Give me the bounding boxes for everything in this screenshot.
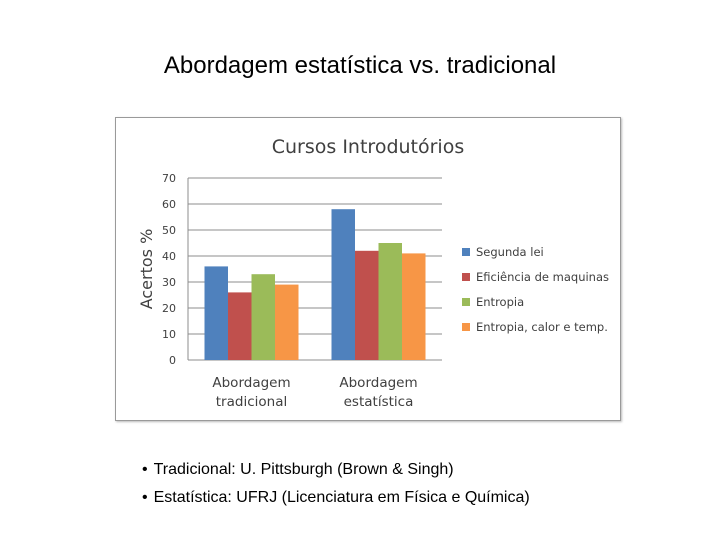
bar <box>251 274 275 360</box>
bullet-text: Estatística: UFRJ (Licenciatura em Físic… <box>153 489 530 506</box>
bar <box>204 266 228 360</box>
bullet-item: • Estatística: UFRJ (Licenciatura em Físi… <box>142 484 530 512</box>
bar <box>275 284 299 360</box>
chart-title: Cursos Introdutórios <box>272 136 465 158</box>
y-axis-label: Acertos % <box>137 229 156 310</box>
legend-swatch <box>462 323 470 331</box>
x-tick-label: Abordagem <box>339 375 417 391</box>
bullet-list: • Tradicional: U. Pittsburgh (Brown & Sin… <box>142 456 530 512</box>
y-tick-label: 20 <box>162 302 176 315</box>
y-tick-label: 70 <box>162 172 176 185</box>
bullet-icon: • <box>142 461 148 478</box>
x-tick-label: tradicional <box>216 394 287 410</box>
x-tick-label: estatística <box>344 394 414 410</box>
y-tick-label: 40 <box>162 250 176 263</box>
bar-chart: Cursos Introdutórios 0 10 20 30 40 50 60 70 Acert… <box>137 136 609 410</box>
bar <box>331 209 355 360</box>
bar <box>355 250 379 360</box>
legend-label: Entropia <box>476 295 524 309</box>
bar <box>402 253 426 360</box>
bullet-item: • Tradicional: U. Pittsburgh (Brown & Sin… <box>142 456 530 484</box>
legend-label: Segunda lei <box>476 245 544 259</box>
x-tick-label: Abordagem <box>212 375 290 391</box>
legend-swatch <box>462 248 470 256</box>
legend-swatch <box>462 298 470 306</box>
legend-swatch <box>462 273 470 281</box>
y-tick-label: 50 <box>162 224 176 237</box>
bullet-icon: • <box>142 489 148 506</box>
chart-frame: Cursos Introdutórios 0 10 20 30 40 50 60 70 Acert… <box>115 117 621 421</box>
legend-label: Eficiência de maquinas <box>476 270 609 284</box>
bar <box>378 243 402 360</box>
y-tick-label: 0 <box>169 354 176 367</box>
slide-title: Abordagem estatística vs. tradicional <box>163 52 557 79</box>
bullet-text: Tradicional: U. Pittsburgh (Brown & Sing… <box>153 461 454 478</box>
y-tick-label: 10 <box>162 328 176 341</box>
y-tick-label: 60 <box>162 198 176 211</box>
legend-label: Entropia, calor e temp. <box>476 320 608 334</box>
bar <box>228 292 252 360</box>
y-tick-label: 30 <box>162 276 176 289</box>
